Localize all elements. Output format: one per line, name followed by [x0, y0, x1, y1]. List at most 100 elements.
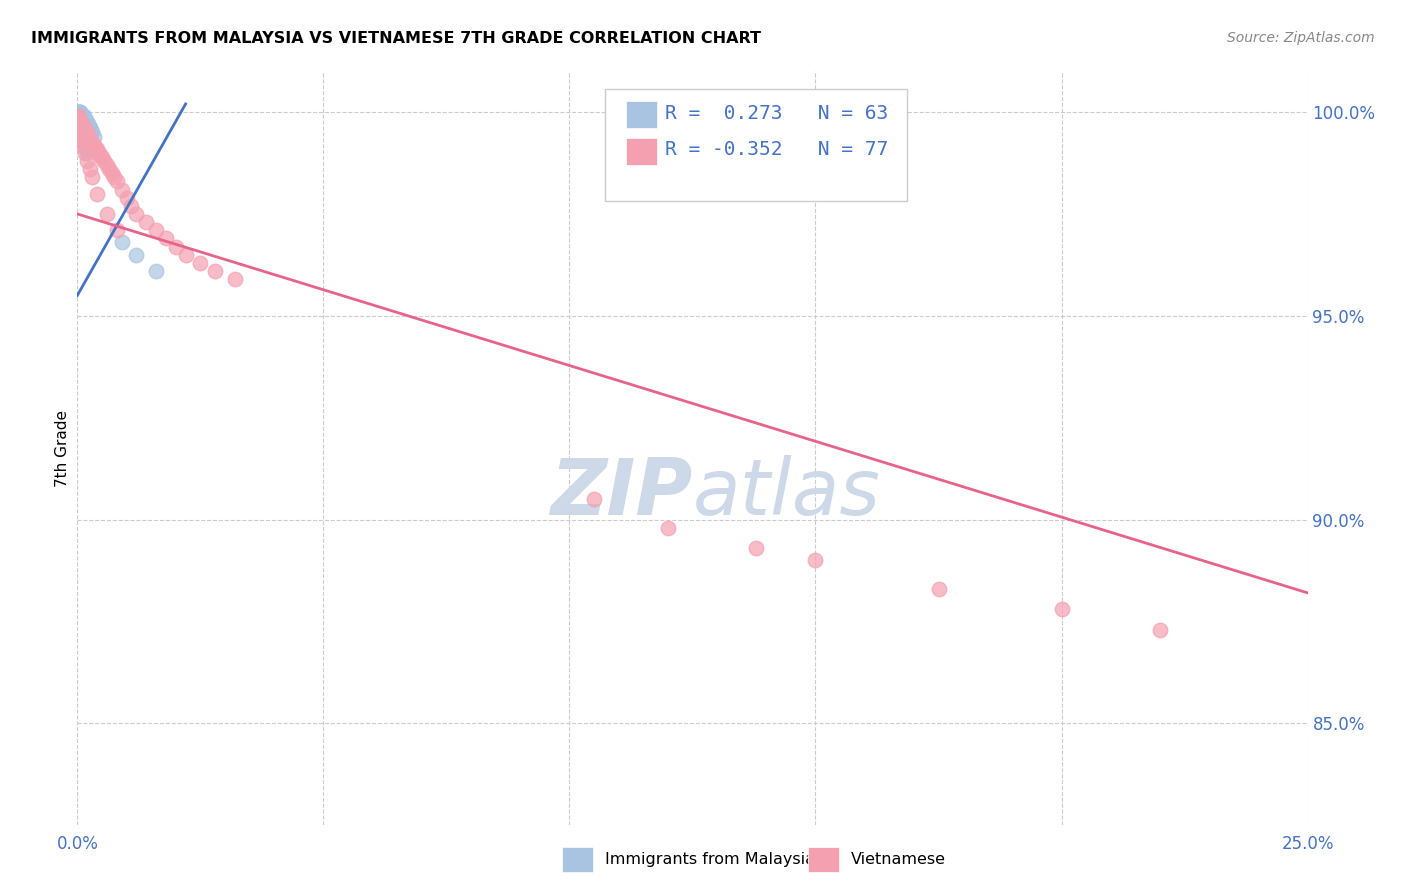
Point — [75, 117, 97, 131]
Point — [79, 121, 101, 136]
Point — [67, 105, 90, 120]
Point — [69, 109, 91, 123]
Point — [105, 174, 128, 188]
Point — [72, 113, 94, 128]
Point — [72, 121, 94, 136]
Point — [84, 142, 107, 156]
Point — [66, 113, 89, 128]
Point — [69, 105, 91, 120]
Point — [82, 170, 104, 185]
Point — [77, 121, 100, 136]
Text: R =  0.273   N = 63: R = 0.273 N = 63 — [665, 103, 889, 123]
Text: Immigrants from Malaysia: Immigrants from Malaysia — [605, 853, 814, 867]
Point — [77, 121, 100, 136]
Point — [75, 113, 97, 128]
Point — [73, 113, 96, 128]
Point — [67, 121, 90, 136]
Point — [67, 117, 90, 131]
Point — [75, 142, 97, 156]
Point — [121, 199, 143, 213]
Point — [70, 137, 93, 152]
Point — [105, 223, 128, 237]
Point — [76, 117, 98, 131]
Point — [79, 162, 101, 177]
Point — [70, 117, 93, 131]
Point — [67, 121, 90, 136]
Point — [73, 137, 96, 152]
Point — [72, 121, 94, 136]
Point — [145, 223, 167, 237]
Point — [72, 113, 94, 128]
Point — [72, 134, 94, 148]
Point — [89, 145, 111, 160]
Point — [73, 109, 96, 123]
Y-axis label: 7th Grade: 7th Grade — [55, 409, 70, 487]
Point — [82, 137, 104, 152]
Point — [583, 492, 606, 507]
Point — [69, 121, 91, 136]
Point — [79, 134, 101, 148]
Point — [67, 105, 90, 120]
Point — [101, 166, 124, 180]
Point — [79, 134, 101, 148]
Point — [69, 117, 91, 131]
Point — [69, 117, 91, 131]
Point — [80, 134, 103, 148]
Point — [804, 553, 827, 567]
Point — [75, 117, 97, 131]
Point — [657, 521, 679, 535]
Point — [75, 126, 97, 140]
Point — [188, 256, 212, 270]
Point — [70, 109, 93, 123]
Point — [67, 109, 90, 123]
Point — [90, 150, 112, 164]
Text: ZIP: ZIP — [550, 456, 693, 532]
Point — [76, 117, 98, 131]
Point — [70, 109, 93, 123]
Point — [73, 121, 96, 136]
Point — [73, 113, 96, 128]
Point — [125, 207, 148, 221]
Point — [98, 162, 121, 177]
Point — [135, 215, 157, 229]
Point — [69, 129, 91, 144]
Point — [72, 109, 94, 123]
Text: Source: ZipAtlas.com: Source: ZipAtlas.com — [1227, 31, 1375, 45]
Point — [69, 117, 91, 131]
Point — [67, 109, 90, 123]
Point — [125, 248, 148, 262]
Point — [745, 541, 768, 555]
Point — [76, 121, 98, 136]
Point — [79, 121, 101, 136]
Point — [928, 582, 950, 596]
Point — [70, 113, 93, 128]
Point — [75, 113, 97, 128]
Point — [66, 109, 89, 123]
Point — [72, 109, 94, 123]
Point — [82, 126, 104, 140]
Point — [224, 272, 246, 286]
Text: R = -0.352   N = 77: R = -0.352 N = 77 — [665, 140, 889, 160]
Point — [73, 113, 96, 128]
Point — [77, 129, 100, 144]
Point — [93, 153, 115, 168]
Point — [67, 113, 90, 128]
Point — [69, 109, 91, 123]
Point — [204, 264, 226, 278]
Text: Vietnamese: Vietnamese — [851, 853, 946, 867]
Point — [67, 117, 90, 131]
Point — [75, 126, 97, 140]
Point — [67, 117, 90, 131]
Point — [82, 137, 104, 152]
Point — [70, 109, 93, 123]
Point — [86, 142, 108, 156]
Point — [66, 109, 89, 123]
Point — [155, 231, 177, 245]
Point — [80, 126, 103, 140]
Point — [87, 145, 110, 160]
Point — [69, 126, 91, 140]
Point — [75, 117, 97, 131]
Point — [76, 117, 98, 131]
Point — [67, 113, 90, 128]
Point — [174, 248, 197, 262]
